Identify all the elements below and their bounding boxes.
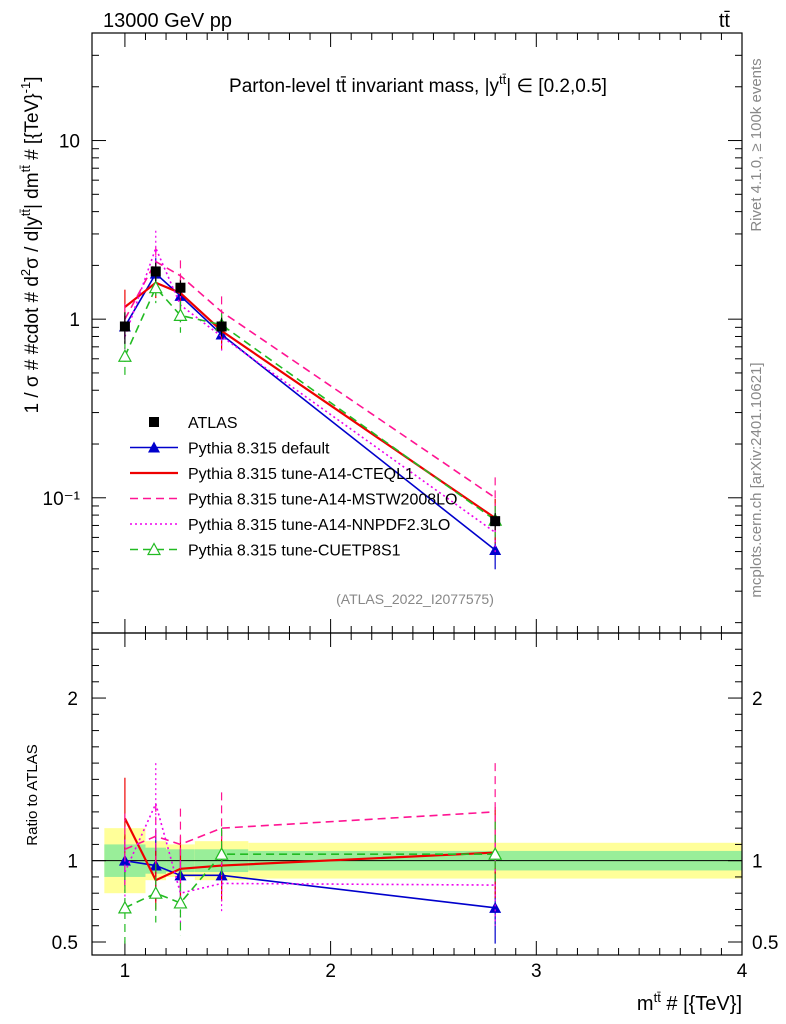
- series-marker: [148, 885, 163, 899]
- series-marker: [146, 542, 162, 556]
- series-marker: [489, 544, 502, 556]
- data-point: [150, 266, 161, 277]
- y-tick-label: 1: [69, 310, 80, 331]
- series-line: [124, 260, 496, 499]
- legend-label: Pythia 8.315 tune-A14-MSTW2008LO: [188, 492, 457, 509]
- x-axis-label: mtt̄ # [{TeV}]: [637, 990, 742, 1015]
- series-marker: [214, 846, 229, 860]
- series-marker: [173, 895, 188, 909]
- chart-title: Parton-level tt̄ invariant mass, |ytt̄| …: [229, 72, 607, 97]
- series-marker: [488, 846, 503, 860]
- data-point: [119, 321, 130, 332]
- x-tick-label: 4: [737, 961, 748, 982]
- ratio-plot: 1 2 3 4 2 2 1 1 0.5 0.5: [52, 632, 778, 982]
- legend-label: Pythia 8.315 tune-CUETP8S1: [188, 543, 401, 560]
- series-marker: [117, 348, 132, 362]
- ratio-series-pythia-8-315-tune-cuetp8s1: [117, 821, 503, 944]
- series-atlas: [119, 262, 501, 531]
- ratio-tick-label: 0.5: [752, 933, 778, 954]
- series-marker: [148, 280, 163, 294]
- ratio-line: [124, 853, 496, 909]
- data-point: [216, 321, 227, 332]
- legend-label: Pythia 8.315 default: [188, 441, 330, 458]
- process-label: tt̄: [719, 10, 731, 32]
- ratio-y-axis-label: Ratio to ATLAS: [24, 744, 41, 845]
- legend: ATLAS Pythia 8.315 default Pythia 8.315 tu…: [130, 415, 457, 560]
- y-tick-label: 10⁻¹: [43, 489, 81, 510]
- energy-label: 13000 GeV pp: [103, 10, 232, 32]
- legend-label: Pythia 8.315 tune-A14-CTEQL1: [188, 466, 414, 483]
- ratio-tick-label: 2: [67, 689, 78, 710]
- ratio-tick-label: 1: [752, 852, 763, 873]
- x-tick-label: 2: [325, 961, 336, 982]
- ratio-tick-label: 0.5: [52, 933, 78, 954]
- y-axis-label: 1 / σ # #cdot # d2σ / d|ytt̄| dmtt̄ # [{…: [18, 76, 43, 413]
- legend-label: Pythia 8.315 tune-A14-NNPDF2.3LO: [188, 517, 450, 534]
- legend-label-atlas: ATLAS: [188, 415, 238, 432]
- x-tick-label: 3: [531, 961, 542, 982]
- ratio-line: [124, 811, 496, 851]
- series-marker: [173, 308, 188, 321]
- ratio-tick-label: 1: [67, 852, 78, 873]
- series-line: [124, 286, 496, 521]
- ratio-line: [123, 817, 496, 882]
- analysis-tag: (ATLAS_2022_I2077575): [336, 591, 494, 607]
- ratio-tick-label: 2: [752, 689, 763, 710]
- ratio-line: [124, 801, 496, 895]
- rivet-version-label: Rivet 4.1.0, ≥ 100k events: [748, 58, 765, 231]
- series-marker: [489, 901, 502, 913]
- legend-marker-atlas: [149, 417, 159, 427]
- main-plot: 10 1 10⁻¹: [43, 32, 743, 634]
- data-point: [490, 516, 501, 527]
- mcplots-label: mcplots.cern.ch [arXiv:2401.10621]: [748, 362, 765, 597]
- y-tick-label: 10: [59, 132, 80, 153]
- x-tick-label: 1: [120, 961, 131, 982]
- series-marker: [148, 441, 160, 453]
- data-point: [175, 282, 186, 293]
- ratio-frame: [91, 632, 743, 956]
- series-marker: [117, 900, 132, 914]
